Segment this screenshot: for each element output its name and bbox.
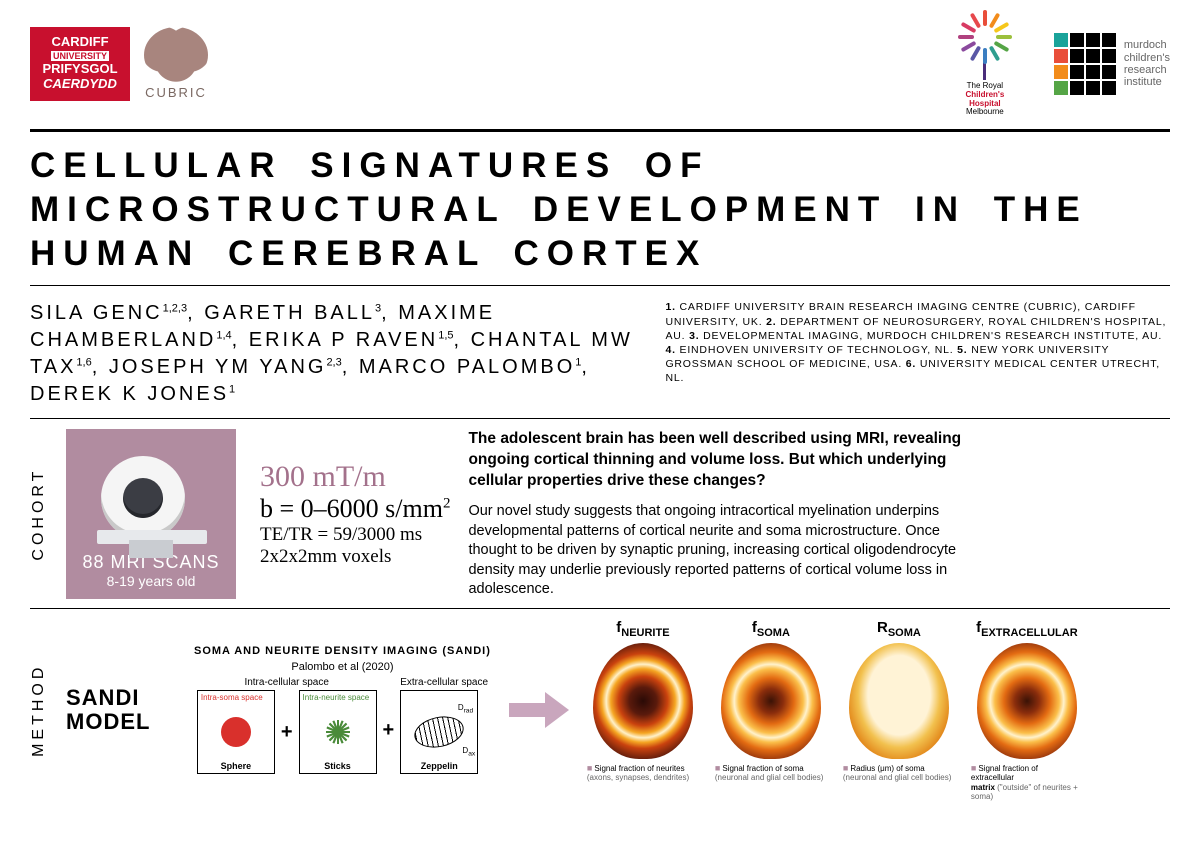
map-name: fEXTRACELLULAR bbox=[976, 619, 1078, 639]
mri-scanner-icon bbox=[91, 456, 211, 546]
map-desc: ■Radius (μm) of soma(neuronal and glial … bbox=[843, 763, 955, 783]
affiliations: 1. CARDIFF UNIVERSITY BRAIN RESEARCH IMA… bbox=[665, 300, 1170, 408]
method-section: METHOD SANDIMODEL SOMA AND NEURITE DENSI… bbox=[0, 609, 1200, 809]
mcri-grid-icon bbox=[1054, 33, 1116, 95]
map-desc: ■Signal fraction of extracellularmatrix … bbox=[971, 763, 1083, 801]
sandi-title: SOMA AND NEURITE DENSITY IMAGING (SANDI) bbox=[194, 645, 491, 657]
abstract-body: Our novel study suggests that ongoing in… bbox=[468, 502, 988, 600]
cardiff-sub: UNIVERSITY bbox=[51, 51, 109, 61]
voxel-size: 2x2x2mm voxels bbox=[260, 546, 450, 568]
sandi-diagram: SOMA AND NEURITE DENSITY IMAGING (SANDI)… bbox=[194, 645, 491, 774]
map-column: fNEURITE ■Signal fraction of neurites(axo… bbox=[587, 619, 699, 801]
authors-row: SILA GENC1,2,3, GARETH BALL3, MAXIME CHA… bbox=[0, 286, 1200, 418]
brain-map-icon bbox=[849, 643, 949, 759]
authors: SILA GENC1,2,3, GARETH BALL3, MAXIME CHA… bbox=[30, 300, 635, 408]
method-label: METHOD bbox=[30, 619, 48, 801]
plus-2: + bbox=[383, 719, 395, 742]
arrow-icon bbox=[509, 692, 569, 728]
plus-1: + bbox=[281, 721, 293, 744]
scan-params: 300 mT/m b = 0–6000 s/mm2 TE/TR = 59/300… bbox=[260, 460, 450, 568]
logos-left: CARDIFF UNIVERSITY PRIFYSGOL CAERDYDD CU… bbox=[30, 10, 208, 117]
cohort-section: COHORT 88 MRI SCANS 8-19 years old 300 m… bbox=[0, 419, 1200, 608]
age-range: 8-19 years old bbox=[107, 573, 196, 589]
map-desc: ■Signal fraction of soma(neuronal and gl… bbox=[715, 763, 827, 783]
cohort-label: COHORT bbox=[30, 429, 48, 600]
logo-bar: CARDIFF UNIVERSITY PRIFYSGOL CAERDYDD CU… bbox=[0, 0, 1200, 123]
extra-header: Extra-cellular space bbox=[400, 677, 488, 688]
sphere-icon bbox=[221, 717, 251, 747]
te-tr: TE/TR = 59/3000 ms bbox=[260, 524, 450, 546]
sticks-icon bbox=[313, 707, 363, 757]
b-value: b = 0–6000 s/mm2 bbox=[260, 494, 450, 524]
logos-right: The Royal Children's Hospital Melbourne … bbox=[930, 10, 1170, 117]
mcri-logo: murdoch children's research institute bbox=[1054, 33, 1170, 95]
sandi-components: Intra-cellular space Intra-soma space Sp… bbox=[197, 677, 488, 774]
map-column: fEXTRACELLULAR ■Signal fraction of extrac… bbox=[971, 619, 1083, 801]
intra-group: Intra-cellular space Intra-soma space Sp… bbox=[197, 677, 377, 774]
parameter-maps: fNEURITE ■Signal fraction of neurites(axo… bbox=[587, 619, 1083, 801]
brain-map-icon bbox=[721, 643, 821, 759]
scan-card: 88 MRI SCANS 8-19 years old bbox=[66, 429, 236, 599]
cardiff-text: CARDIFF bbox=[51, 35, 108, 50]
brain-map-icon bbox=[593, 643, 693, 759]
map-name: RSOMA bbox=[877, 619, 921, 639]
map-desc: ■Signal fraction of neurites(axons, syna… bbox=[587, 763, 699, 783]
gradient-strength: 300 mT/m bbox=[260, 460, 450, 494]
cubric-logo: CUBRIC bbox=[144, 27, 208, 100]
cardiff-cy2: CAERDYDD bbox=[43, 77, 117, 92]
sandi-model-name: SANDIMODEL bbox=[66, 686, 176, 734]
zeppelin-box: Drad Dax Zeppelin bbox=[400, 690, 478, 774]
brain-map-icon bbox=[977, 643, 1077, 759]
brain-icon bbox=[144, 27, 208, 83]
cardiff-cy1: PRIFYSGOL bbox=[42, 62, 117, 77]
map-name: fNEURITE bbox=[616, 619, 669, 639]
sticks-box: Intra-neurite space Sticks bbox=[299, 690, 377, 774]
rch-text: The Royal Children's Hospital Melbourne bbox=[965, 82, 1004, 117]
abstract: The adolescent brain has been well descr… bbox=[468, 429, 988, 600]
abstract-lead: The adolescent brain has been well descr… bbox=[468, 429, 988, 492]
sphere-box: Intra-soma space Sphere bbox=[197, 690, 275, 774]
cohort-content: 88 MRI SCANS 8-19 years old 300 mT/m b =… bbox=[66, 429, 450, 599]
sandi-cite: Palombo et al (2020) bbox=[291, 661, 393, 673]
mcri-text: murdoch children's research institute bbox=[1124, 39, 1170, 87]
map-column: fSOMA ■Signal fraction of soma(neuronal a… bbox=[715, 619, 827, 801]
burst-icon bbox=[958, 10, 1012, 64]
rch-logo: The Royal Children's Hospital Melbourne bbox=[930, 10, 1040, 117]
method-content: SANDIMODEL SOMA AND NEURITE DENSITY IMAG… bbox=[66, 619, 1170, 801]
map-column: RSOMA ■Radius (μm) of soma(neuronal and g… bbox=[843, 619, 955, 801]
zeppelin-icon bbox=[412, 713, 467, 753]
intra-header: Intra-cellular space bbox=[197, 677, 377, 688]
extra-group: Extra-cellular space Drad Dax Zeppelin bbox=[400, 677, 488, 774]
cubric-text: CUBRIC bbox=[145, 85, 207, 100]
map-name: fSOMA bbox=[752, 619, 790, 639]
cardiff-university-logo: CARDIFF UNIVERSITY PRIFYSGOL CAERDYDD bbox=[30, 27, 130, 101]
poster-title: CELLULAR SIGNATURES OF MICROSTRUCTURAL D… bbox=[0, 132, 1200, 285]
